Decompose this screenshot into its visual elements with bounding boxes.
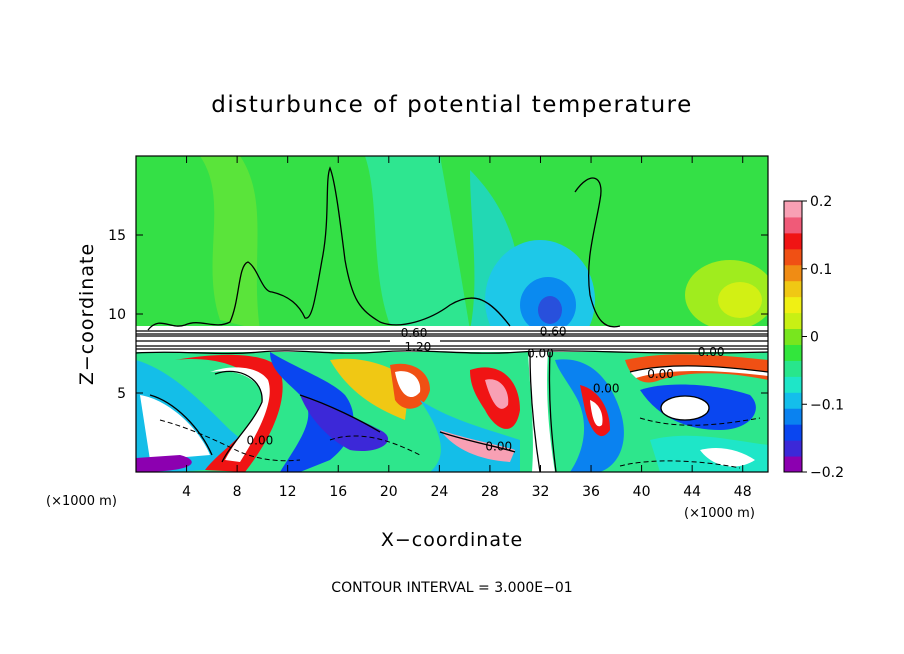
contour-value-label: 1.20 xyxy=(405,340,432,354)
x-tick-label: 24 xyxy=(430,484,448,500)
eddy-core xyxy=(590,400,603,427)
contour-labels: 0.601.200.600.000.000.000.000.00 0.00 xyxy=(247,324,725,453)
contour-lines xyxy=(136,166,768,472)
contour-value-label: 0.00 xyxy=(698,345,725,359)
x-tick-label: 8 xyxy=(233,484,242,500)
contour-value-label: 0.00 xyxy=(647,367,674,381)
contour-line xyxy=(629,365,768,373)
contour-line xyxy=(660,395,710,421)
cool-anomaly xyxy=(538,296,562,324)
colorbar-swatch xyxy=(784,424,802,441)
x-tick-label: 16 xyxy=(329,484,347,500)
eddy-core xyxy=(661,396,709,420)
contour-line xyxy=(136,330,768,337)
x-tick-label: 12 xyxy=(279,484,297,500)
eddy-core xyxy=(485,379,509,409)
colorbar-swatch xyxy=(784,232,802,250)
warm-anomaly xyxy=(718,282,762,318)
x-unit-label-left: (×1000 m) xyxy=(46,494,117,509)
contour-line xyxy=(159,419,301,462)
colorbar-swatch xyxy=(784,440,802,457)
y-tick-label: 5 xyxy=(117,386,126,402)
colorbar-swatch xyxy=(784,296,802,314)
colorbar-swatch xyxy=(784,456,802,473)
y-axis-ticks: 5 10 15 xyxy=(108,228,768,402)
contour-value-label: 0.60 xyxy=(401,326,428,340)
contour-line xyxy=(299,394,381,433)
colorbar: 0.2 0.1 0 −0.1 −0.2 xyxy=(783,194,844,481)
contour-line xyxy=(439,431,516,453)
eddy-core xyxy=(528,352,555,472)
negative-contours xyxy=(159,417,761,469)
colorbar-tick-label: −0.1 xyxy=(810,397,844,413)
y-tick-label: 15 xyxy=(108,228,126,244)
x-tick-label: 28 xyxy=(481,484,499,500)
colorbar-tick-label: −0.2 xyxy=(810,465,844,481)
colorbar-swatch xyxy=(784,264,802,282)
colorbar-swatch xyxy=(784,392,802,409)
x-tick-label: 40 xyxy=(633,484,651,500)
x-tick-label: 20 xyxy=(380,484,398,500)
colorbar-swatch xyxy=(784,360,802,377)
colorbar-swatch xyxy=(784,328,802,345)
contour-interval-note: CONTOUR INTERVAL = 3.000E−01 xyxy=(331,580,572,596)
contour-line xyxy=(136,340,768,350)
colorbar-tick-label: 0.1 xyxy=(810,262,832,278)
colorbar-swatch xyxy=(784,376,802,393)
warm-eddy xyxy=(175,354,283,472)
contour-line xyxy=(639,417,761,426)
colorbar-swatch xyxy=(784,312,802,330)
cool-eddy xyxy=(136,455,192,472)
contour-value-label: 0.00 xyxy=(527,347,554,361)
contour-line xyxy=(149,394,213,456)
colorbar-swatch xyxy=(784,344,802,361)
contour-line xyxy=(147,166,511,331)
contour-line xyxy=(329,435,421,456)
x-axis-label: X−coordinate xyxy=(381,529,523,551)
colorbar-swatch xyxy=(784,280,802,298)
contour-value-label: 0.00 xyxy=(247,433,274,447)
field-patch xyxy=(365,156,470,330)
colorbar-swatch xyxy=(784,201,802,218)
x-tick-label: 44 xyxy=(683,484,701,500)
eddy-core xyxy=(395,371,421,398)
contour-line xyxy=(529,351,557,472)
y-tick-label: 10 xyxy=(108,307,126,323)
colorbar-swatch xyxy=(784,248,802,266)
contour-value-label: 0.00 xyxy=(593,381,620,395)
contour-line xyxy=(136,350,768,355)
eddy-core xyxy=(700,448,755,467)
contour-value-label: 0.00 xyxy=(485,440,512,454)
x-tick-label: 36 xyxy=(582,484,600,500)
x-tick-label: 32 xyxy=(532,484,550,500)
warm-eddy xyxy=(330,358,410,420)
y-axis-label: Z−coordinate xyxy=(76,243,98,385)
colorbar-tick-label: 0.2 xyxy=(810,194,832,210)
colorbar-ticks: 0.2 0.1 0 −0.1 −0.2 xyxy=(802,194,844,481)
x-tick-label: 48 xyxy=(734,484,752,500)
field-patch xyxy=(200,156,260,330)
contour-line xyxy=(214,370,263,463)
contour-value-label: 0.60 xyxy=(540,324,567,338)
colorbar-tick-label: 0 xyxy=(810,330,819,346)
colorbar-swatch xyxy=(784,408,802,425)
contour-line xyxy=(619,460,741,469)
colorbar-swatches xyxy=(784,201,802,473)
x-axis-ticks: 4 8 12 16 20 24 28 32 36 40 44 48 xyxy=(182,156,752,500)
eddy-core xyxy=(140,395,210,460)
chart-title: disturbunce of potential temperature xyxy=(211,92,693,118)
colorbar-swatch xyxy=(784,216,802,234)
x-unit-label-right: (×1000 m) xyxy=(684,506,755,521)
contour-line xyxy=(574,177,621,328)
eddy-core xyxy=(210,367,270,462)
x-tick-label: 4 xyxy=(182,484,191,500)
stratified-band xyxy=(136,326,768,354)
